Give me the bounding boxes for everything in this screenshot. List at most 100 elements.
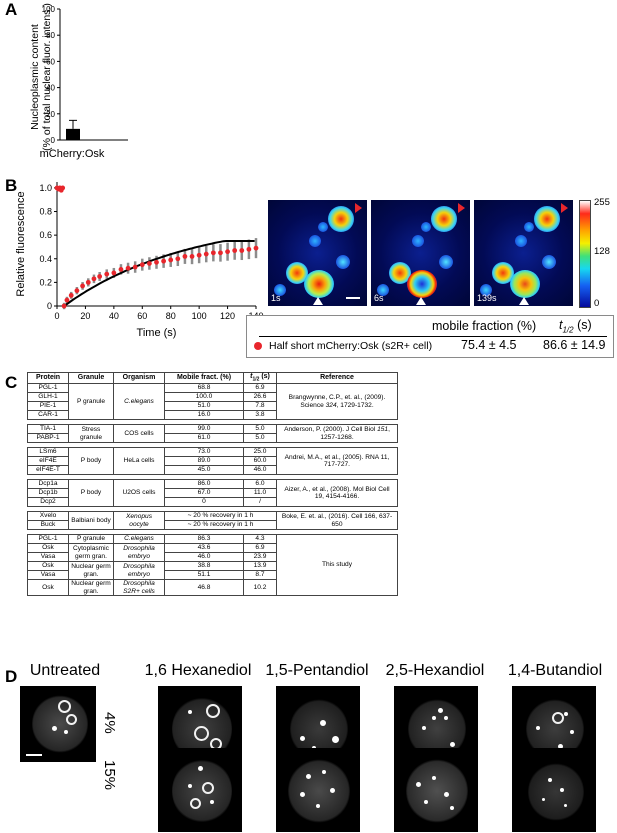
panel-a-bar-chart: 0 20 40 60 80 100 mCherry:Osk Nucleoplasmic con… [29,3,128,160]
cell-organism: Drosophila embryo [113,561,165,581]
cell-mobile: 43.6 [164,543,244,554]
frap-header-t: t [559,318,563,332]
cell-organism: C.elegans [113,383,165,421]
micrograph-hexandiol-25-15pct [394,748,478,832]
organism-name: Xenopus oocyte [125,513,153,528]
y-tick-label: 0 [51,136,56,145]
cell-mobile: ~ 20 % recovery in 1 h [164,520,277,531]
cell-mobile: 100.0 [164,392,244,403]
data-point [118,266,124,272]
data-point [60,185,66,191]
data-point [132,264,138,270]
x-tick-label: 120 [220,311,235,321]
cell-protein: Osk [27,561,69,572]
cell-organism: Xenopus oocyte [113,511,165,531]
organism-name: Drosophila embryo [123,563,155,578]
ref-part: Anderson, P. (2000). J Cell Biol [284,426,378,434]
cell-mobile: 51.1 [164,570,244,581]
table-row: PGL-1 P granule C.elegans 86.3 4.3 This … [27,534,398,597]
data-point [189,254,195,259]
cell-protein: GLH-1 [27,392,69,403]
fit-curve [63,240,255,307]
ref-part: Boke, E. et. al., (2016). Cell 166, 637-… [281,513,393,528]
bar [66,128,80,140]
y-tick-label: 80 [46,31,55,40]
col-thalf: t1/2 (s) [243,371,277,385]
data-point [175,256,181,262]
cell-granule: P granule [68,534,114,545]
cell-thalf: 4.3 [243,534,277,545]
table-row: TIA-1 Stress granule COS cells 99.0 5.0 … [27,424,398,444]
cell-thalf: 8.7 [243,570,277,581]
panel-b-frap-chart: 00.20.40.60.81.0020406080100120140Time (… [15,182,264,339]
cell-thalf: / [243,497,277,508]
cell-mobile: 45.0 [164,465,244,476]
frap-marker-dot [254,342,262,350]
arrowhead-white-icon [416,297,426,305]
table-header-row: Protein Granule Organism Mobile fract. (… [27,371,398,385]
data-point [80,283,85,289]
cell-mobile: 99.0 [164,424,244,435]
frap-row-label: Half short mCherry:Osk (s2R+ cell) [269,340,433,352]
data-point [239,248,245,253]
data-point [253,245,259,251]
cell-organism: HeLa cells [113,447,165,476]
cell-protein: LSm6 [27,447,69,458]
y-tick-label: 0.6 [39,230,52,240]
cell-mobile: 46.8 [164,579,244,597]
cell-thalf: 23.9 [243,552,277,563]
column-title-butandiol: 1,4-Butandiol [507,662,603,679]
cell-thalf: 25.0 [243,447,277,458]
cell-protein: Dcp1b [27,488,69,499]
data-point [168,257,174,263]
data-point [182,254,188,259]
cell-protein: Osk [27,579,69,597]
cell-mobile: 51.0 [164,401,244,412]
cell-granule: P body [68,447,114,476]
cell-thalf: 10.2 [243,579,277,597]
cell-mobile: 68.8 [164,383,244,394]
cell-organism: U2OS cells [113,479,165,508]
colorbar-min: 0 [594,298,600,309]
cell-thalf: 7.8 [243,401,277,412]
cell-protein: Xvelo [27,511,69,522]
arrowhead-white-icon [313,297,323,305]
ref-part: Aizer, A., et al., (2008). Mol Biol Cell… [284,485,390,501]
data-point [225,249,230,255]
data-point [232,248,238,253]
cell-protein: Osk [27,543,69,554]
arrowhead-white-icon [519,297,529,305]
ref-part: Andrei, M.A., et al., (2005). RNA 11, 71… [284,453,390,469]
micrograph-hexanediol-16-15pct [158,748,242,832]
table-row: Xvelo Balbiani body Xenopus oocyte ~ 20 … [27,511,398,531]
x-axis-label: Time (s) [137,327,177,339]
y-tick-label: 1.0 [39,183,52,193]
colorbar-mid: 128 [594,246,610,257]
arrowhead-red-icon [355,203,362,213]
data-point [74,288,80,294]
cell-protein: PGL-1 [27,383,69,394]
data-point [85,279,91,285]
cell-thalf: 6.9 [243,383,277,394]
frame-label: 1s [271,293,281,303]
ref-volume: 151 [377,426,389,434]
cell-protein: Vasa [27,552,69,563]
frame-label: 139s [477,293,497,303]
col-protein: Protein [27,371,69,385]
y-axis-label: (% of total nuclear fluor. intens.) [41,3,53,151]
cell-protein: Dcp1a [27,479,69,490]
cell-reference: Boke, E. et. al., (2016). Cell 166, 637-… [276,511,398,531]
column-title-untreated: Untreated [29,662,101,679]
data-point [64,297,70,303]
cell-thalf: 5.0 [243,433,277,444]
row-label-15-percent: 15% [101,760,118,791]
data-point [161,258,167,264]
frap-frame-1: 1s [268,200,367,306]
organism-name: C.elegans [124,397,154,405]
data-point [203,251,209,257]
col-granule: Granule [68,371,114,385]
data-point [146,261,152,266]
cell-reference: Aizer, A., et al., (2008). Mol Biol Cell… [276,479,398,508]
frap-header-t-sub: 1/2 [562,325,574,335]
frap-frame-2: 6s [371,200,470,306]
